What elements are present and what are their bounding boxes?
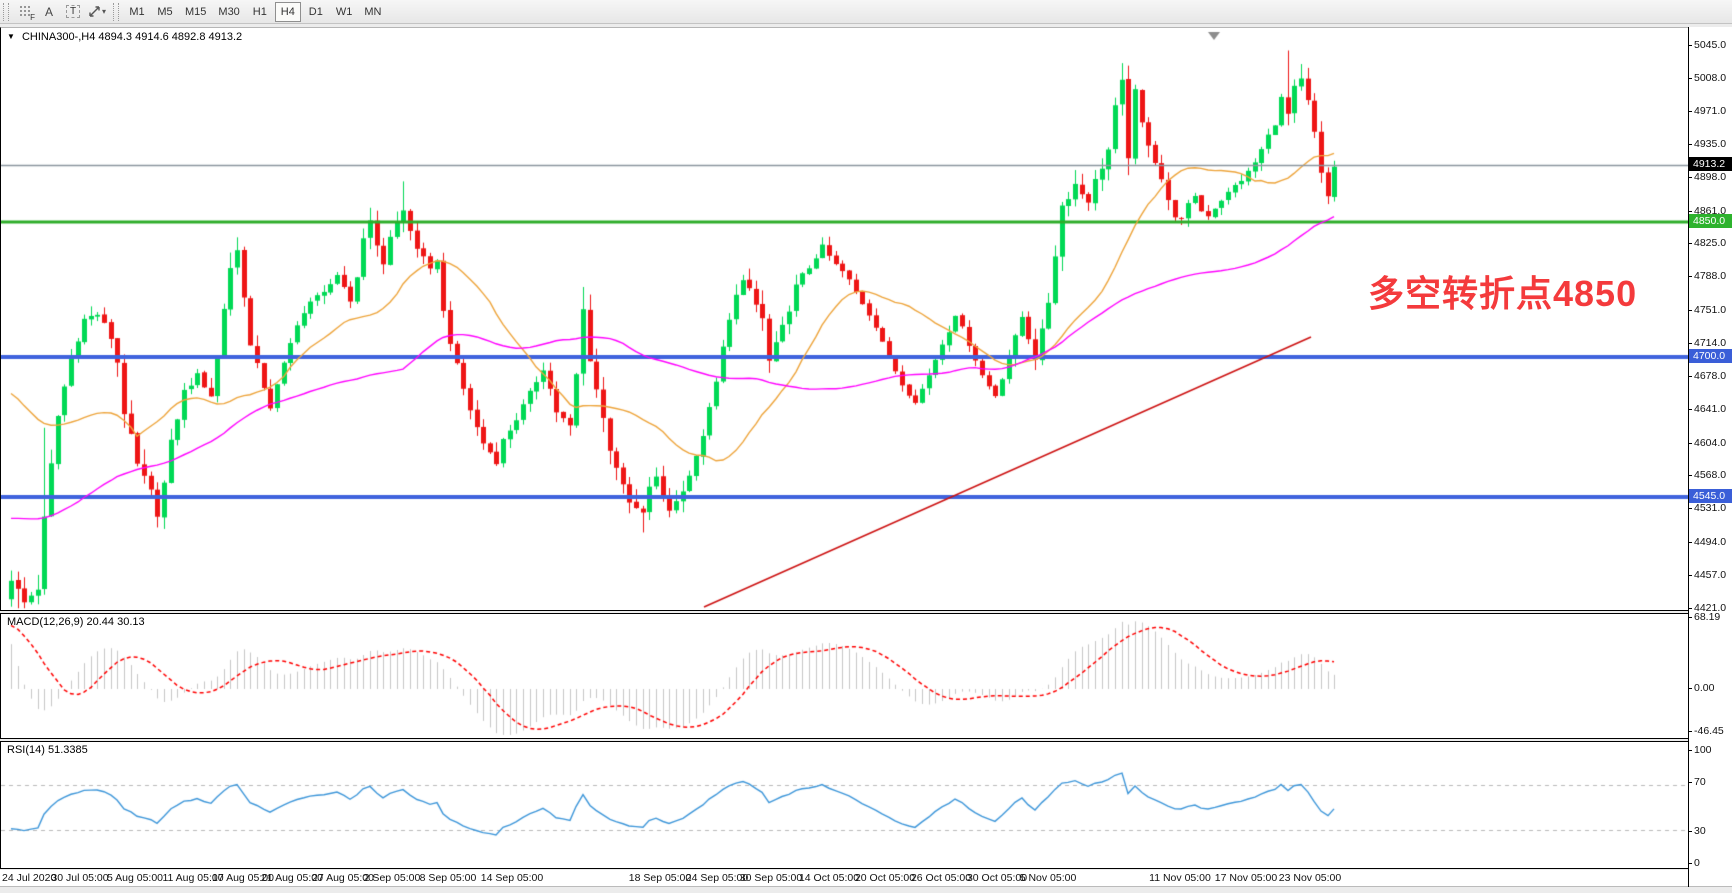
toolbar-separator <box>113 2 119 21</box>
arrows-icon <box>89 6 100 17</box>
indicator-tick-label: 100 <box>1689 743 1712 756</box>
rsi-label: RSI(14) 51.3385 <box>7 744 88 756</box>
price-badge: 4913.2 <box>1689 156 1732 171</box>
macd-signal-value: 30.13 <box>117 616 145 628</box>
text-box-icon: T <box>65 5 81 18</box>
time-tick-label: 26 Oct 05:00 <box>910 872 972 884</box>
dots-icon <box>18 5 32 18</box>
price-tick-label: 4751.0 <box>1688 303 1727 316</box>
annotation-text: 多空转折点4850 <box>1368 273 1638 314</box>
time-tick-label: 24 Jul 2020 <box>2 872 57 884</box>
time-tick-label: 2 Sep 05:00 <box>363 872 421 884</box>
macd-value: 20.44 <box>86 616 115 628</box>
chevron-down-icon: ▼ <box>7 32 15 41</box>
macd-name: MACD(12,26,9) <box>7 616 84 628</box>
timeframe-button-m30[interactable]: M30 <box>218 5 240 18</box>
price-tick-label: 4421.0 <box>1688 601 1727 614</box>
label-tool-icon[interactable]: A <box>44 4 53 19</box>
price-tick-label: 4604.0 <box>1688 436 1727 449</box>
indicator-tick-label: 30 <box>1689 824 1706 837</box>
timeframe-button-h4[interactable]: H4 <box>274 1 301 22</box>
timeframe-button-mn[interactable]: MN <box>364 5 382 18</box>
ohlc-values: 4894.3 4914.6 4892.8 4913.2 <box>98 31 243 43</box>
price-tick-label: 4935.0 <box>1688 137 1727 150</box>
time-tick-label: 11 Aug 05:00 <box>162 872 224 884</box>
time-tick-label: 5 Nov 05:00 <box>1019 872 1077 884</box>
price-tick-label: 4641.0 <box>1688 403 1727 416</box>
price-axis[interactable]: 5045.0 5008.0 4971.0 4935.0 4898.0 4861.0 4825… <box>1688 27 1732 887</box>
price-tick-label: 4494.0 <box>1688 535 1727 548</box>
time-tick-label: 8 Sep 05:00 <box>419 872 477 884</box>
time-tick-label: 14 Oct 05:00 <box>798 872 860 884</box>
text-tool-icon[interactable]: T <box>62 2 84 22</box>
timeframe-button-m15[interactable]: M15 <box>185 5 207 18</box>
price-tick-label: 4457.0 <box>1688 569 1727 582</box>
timeframe-button-m5[interactable]: M5 <box>157 5 173 18</box>
timeframe-button-group: M1 M5 M15 M30 H1 H4 D1 W1 MN <box>123 1 387 22</box>
rsi-panel[interactable]: RSI(14) 51.3385 <box>0 741 1689 869</box>
time-tick-label: 20 Oct 05:00 <box>854 872 916 884</box>
toolbar: F A T ▾ M1 M5 M15 M30 H1 H4 D1 W1 MN <box>0 0 1732 24</box>
indicator-tick-label: -46.45 <box>1689 724 1724 737</box>
symbol-label: CHINA300-,H4 <box>21 31 96 43</box>
arrows-tool-icon[interactable]: ▾ <box>86 2 108 22</box>
time-tick-label: 30 Jul 05:00 <box>51 872 109 884</box>
time-tick-label: 5 Aug 05:00 <box>106 872 164 884</box>
timeframe-button-d1[interactable]: D1 <box>308 5 323 18</box>
price-tick-label: 4971.0 <box>1688 105 1727 118</box>
main-chart-panel[interactable]: ▼ CHINA300-,H4 4894.3 4914.6 4892.8 4913… <box>0 27 1689 611</box>
indicator-tick-label: 0.00 <box>1688 681 1715 694</box>
price-badge: 4700.0 <box>1689 349 1732 364</box>
toolbar-grip[interactable] <box>3 2 9 21</box>
price-tick-label: 4714.0 <box>1688 337 1727 350</box>
time-tick-label: 30 Oct 05:00 <box>966 872 1028 884</box>
time-tick-label: 30 Sep 05:00 <box>739 872 803 884</box>
time-tick-label: 17 Nov 05:00 <box>1214 872 1278 884</box>
timeframe-button-m1[interactable]: M1 <box>129 5 145 18</box>
time-tick-label: 17 Aug 05:00 <box>212 872 274 884</box>
rsi-canvas[interactable] <box>1 742 1689 868</box>
rsi-value: 51.3385 <box>47 744 88 756</box>
indicator-tick-label: 0 <box>1689 856 1700 869</box>
time-tick-label: 24 Sep 05:00 <box>685 872 749 884</box>
macd-panel[interactable]: MACD(12,26,9) 20.44 30.13 <box>0 613 1689 739</box>
price-tick-label: 4898.0 <box>1688 171 1727 184</box>
time-tick-label: 21 Aug 05:00 <box>261 872 323 884</box>
pointer-grid-icon[interactable]: F <box>14 2 36 22</box>
price-tick-label: 4678.0 <box>1688 369 1727 382</box>
price-tick-label: 5045.0 <box>1688 38 1727 51</box>
grip-sub-label: F <box>30 12 35 22</box>
price-tick-label: 4788.0 <box>1688 270 1727 283</box>
macd-label: MACD(12,26,9) 20.44 30.13 <box>7 616 145 628</box>
indicator-tick-label: 68.19 <box>1688 610 1721 623</box>
time-tick-label: 23 Nov 05:00 <box>1278 872 1342 884</box>
price-tick-label: 4531.0 <box>1688 502 1727 515</box>
timeframe-button-h1[interactable]: H1 <box>252 5 267 18</box>
price-tick-label: 4568.0 <box>1688 469 1727 481</box>
macd-canvas[interactable] <box>1 614 1689 738</box>
price-chart-canvas[interactable] <box>1 28 1689 610</box>
chevron-down-icon: ▾ <box>101 7 106 16</box>
time-axis[interactable]: 24 Jul 2020 30 Jul 05:00 5 Aug 05:00 11 Aug… <box>0 870 1732 887</box>
price-badge: 4850.0 <box>1689 213 1732 228</box>
time-tick-label: 14 Sep 05:00 <box>480 872 544 884</box>
price-tick-label: 5008.0 <box>1688 71 1727 84</box>
time-tick-label: 11 Nov 05:00 <box>1149 872 1211 884</box>
price-tick-label: 4825.0 <box>1688 237 1727 250</box>
time-tick-label: 27 Aug 05:00 <box>312 872 374 884</box>
chart-title: ▼ CHINA300-,H4 4894.3 4914.6 4892.8 4913… <box>7 31 242 43</box>
price-tick-label: 4861.0 <box>1688 204 1727 217</box>
price-axis-border <box>1688 27 1689 887</box>
time-tick-label: 18 Sep 05:00 <box>628 872 692 884</box>
indicator-tick-label: 70 <box>1689 775 1706 788</box>
rsi-name: RSI(14) <box>7 744 45 756</box>
price-badge: 4545.0 <box>1689 489 1732 504</box>
timeframe-button-w1[interactable]: W1 <box>335 5 353 18</box>
